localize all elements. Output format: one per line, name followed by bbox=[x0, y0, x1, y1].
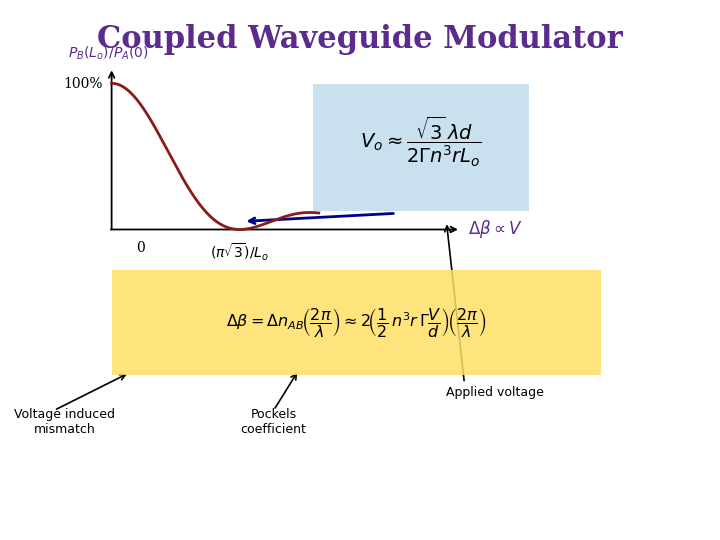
Text: Pockels
coefficient: Pockels coefficient bbox=[240, 408, 307, 436]
Text: 100%: 100% bbox=[63, 77, 103, 91]
Text: $\Delta\beta \propto V$: $\Delta\beta \propto V$ bbox=[468, 219, 523, 240]
Text: Coupled Waveguide Modulator: Coupled Waveguide Modulator bbox=[97, 24, 623, 55]
Text: 0: 0 bbox=[136, 241, 145, 255]
Text: Applied voltage: Applied voltage bbox=[446, 386, 544, 399]
Text: $V_o \approx \dfrac{\sqrt{3}\,\lambda d}{2\Gamma n^3 r L_o}$: $V_o \approx \dfrac{\sqrt{3}\,\lambda d}… bbox=[360, 114, 482, 169]
Text: $P_B(L_o)/P_A(0)$: $P_B(L_o)/P_A(0)$ bbox=[68, 45, 148, 62]
Text: $(\pi\sqrt{3})/L_o$: $(\pi\sqrt{3})/L_o$ bbox=[210, 241, 269, 262]
Text: $\Delta\beta = \Delta n_{AB}\!\left(\dfrac{2\pi}{\lambda}\right) \approx 2\!\lef: $\Delta\beta = \Delta n_{AB}\!\left(\dfr… bbox=[226, 306, 487, 339]
Text: Voltage induced
mismatch: Voltage induced mismatch bbox=[14, 408, 115, 436]
